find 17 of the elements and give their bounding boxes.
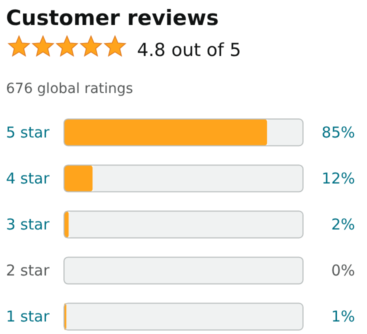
y-tick-label: 1 star	[6, 308, 50, 326]
y-tick-label: 4 star	[6, 169, 50, 188]
data-label: 1%	[331, 308, 355, 326]
y-tick-label: 5 star	[6, 123, 50, 142]
data-label: 85%	[322, 123, 355, 142]
bar	[64, 165, 93, 192]
data-label: 2%	[331, 216, 355, 234]
chart-subtitle: 4.8 out of 5	[137, 40, 242, 61]
y-tick-label: 3 star	[6, 216, 50, 234]
text: 676 global ratings	[6, 81, 134, 97]
bar	[92, 165, 303, 192]
bar	[267, 119, 303, 146]
data-label: 12%	[322, 169, 355, 188]
chart-title: Customer reviews	[6, 6, 219, 30]
data-label: 0%	[331, 262, 355, 280]
y-tick-label: 2 star	[6, 262, 50, 280]
bar	[64, 119, 268, 146]
